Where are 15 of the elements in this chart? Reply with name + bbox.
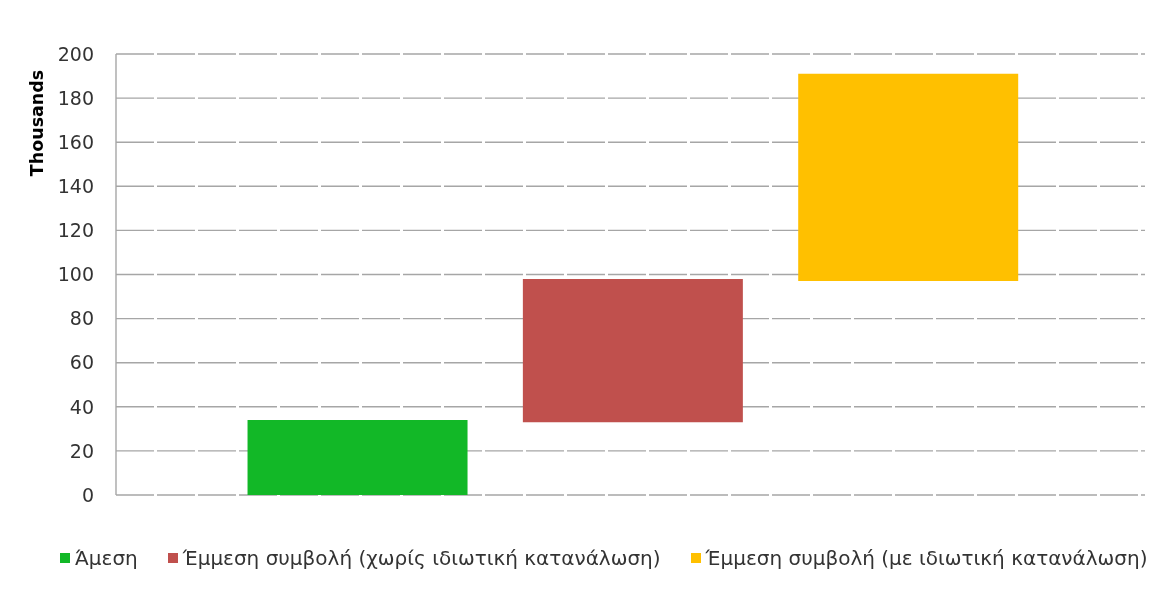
y-tick-label: 20 [69, 439, 94, 462]
y-tick-label: 80 [69, 307, 94, 330]
legend-label: Έμμεση συμβολή (χωρίς ιδιωτική κατανάλωση) [182, 546, 661, 570]
y-tick-label: 60 [69, 351, 94, 374]
y-tick-label: 100 [57, 263, 94, 286]
y-tick-label: 200 [57, 42, 94, 65]
y-tick-label: 160 [57, 130, 94, 153]
y-tick-label: 140 [57, 175, 94, 198]
legend-label: Έμμεση συμβολή (με ιδιωτική κατανάλωση) [705, 546, 1148, 570]
y-tick-label: 180 [57, 86, 94, 109]
y-tick-label: 0 [81, 483, 94, 506]
y-axis-title: Thousands [27, 69, 47, 177]
y-tick-label: 40 [69, 395, 94, 418]
y-tick-label: 120 [57, 219, 94, 242]
legend-label: Άμεση [75, 546, 138, 570]
